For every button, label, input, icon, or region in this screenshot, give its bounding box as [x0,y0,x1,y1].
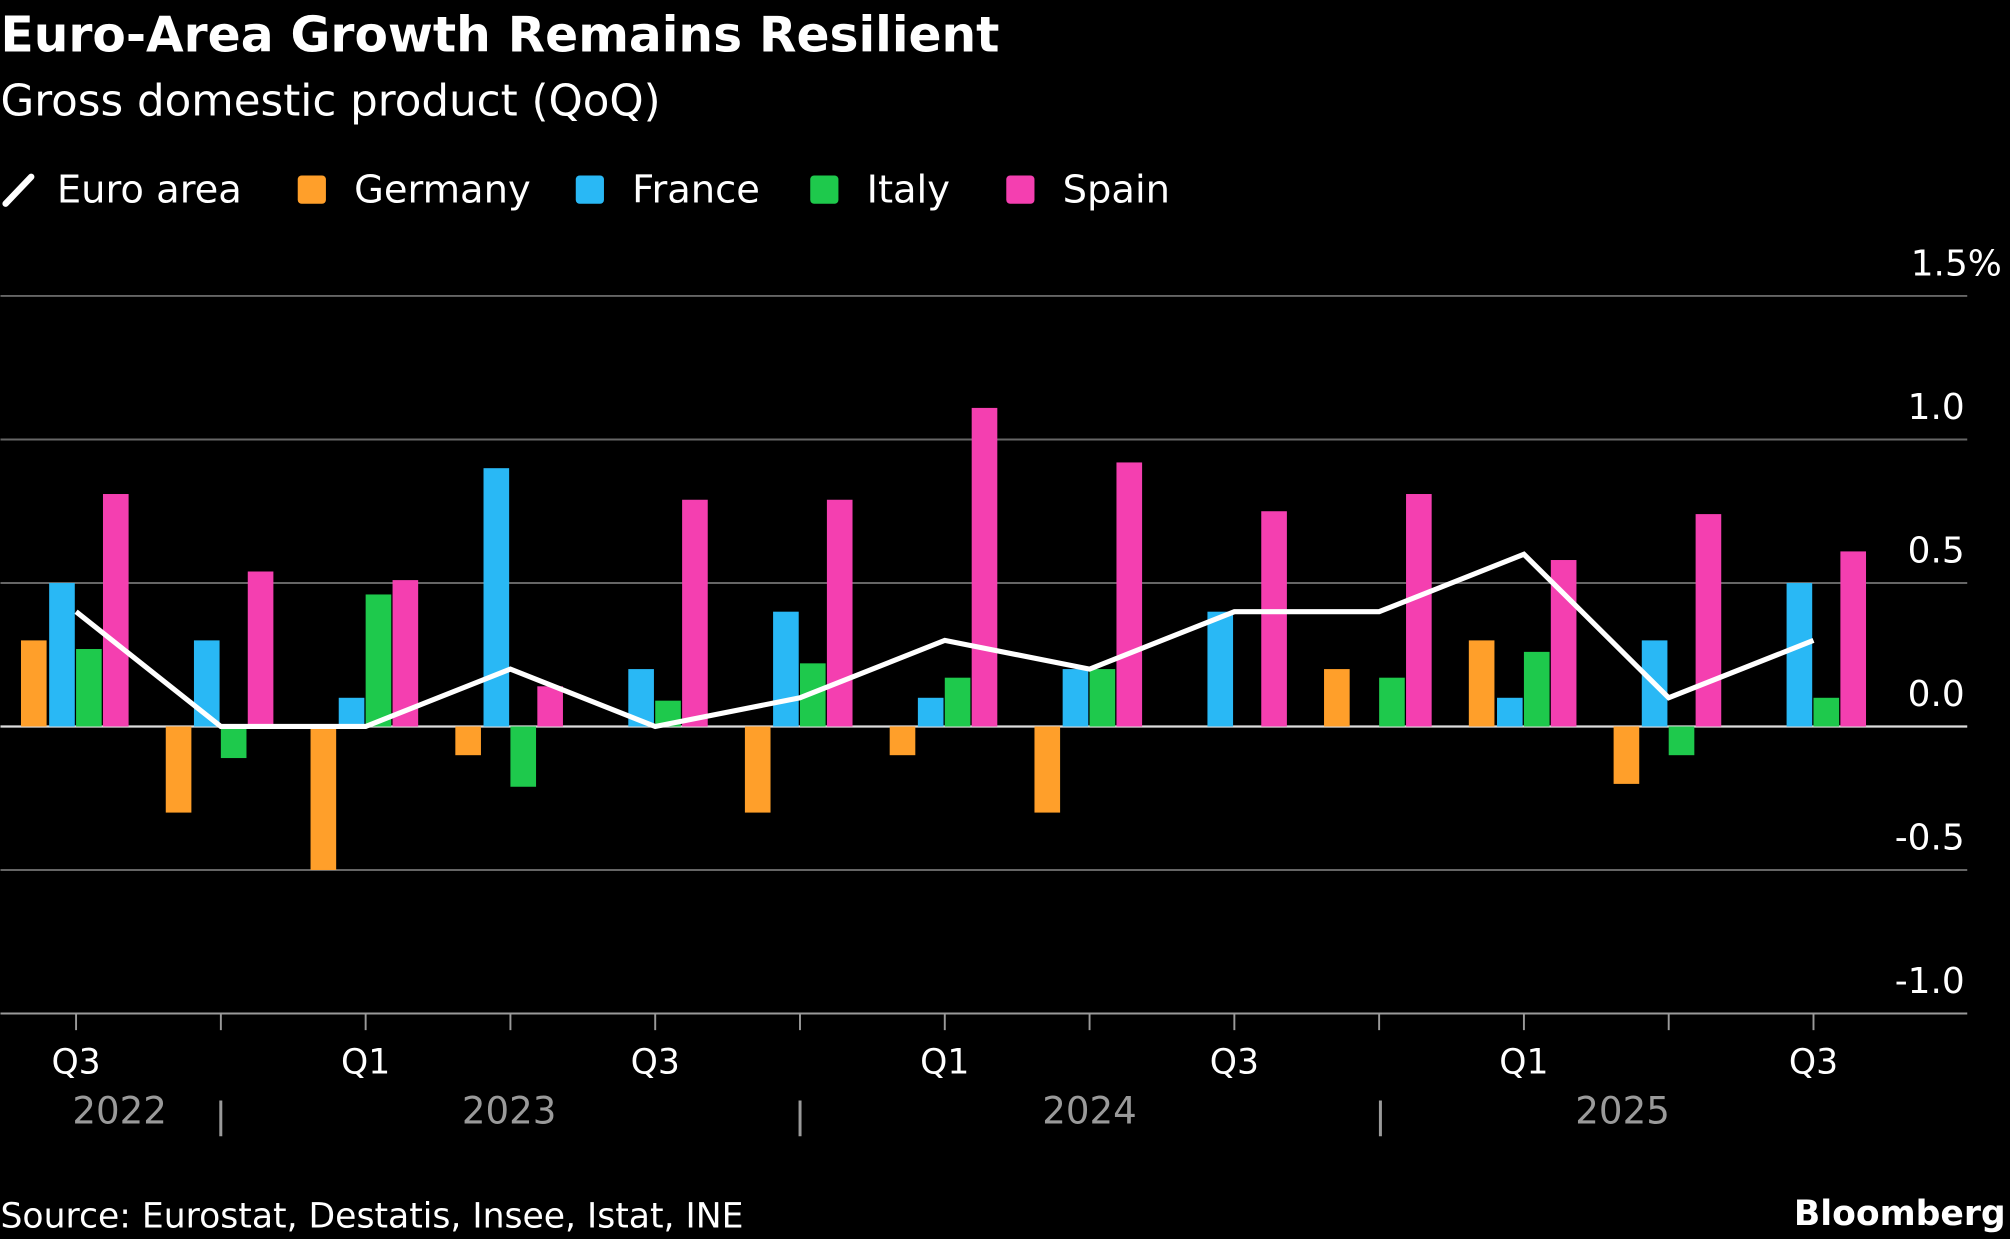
bar [455,726,481,756]
bar [944,677,971,727]
chart-title: Euro-Area Growth Remains Resilient [0,7,999,63]
bar [1613,726,1640,784]
y-tick-label: 1.5% [1911,243,2002,284]
bar [1089,669,1116,727]
y-tick-label: 0.0 [1908,674,1965,715]
bar [1062,669,1089,727]
bar [1468,640,1495,727]
legend-swatch [575,175,604,204]
bar [102,494,129,727]
bar [917,697,944,727]
legend-label: Germany [354,167,531,212]
bar [1840,551,1867,727]
year-label: 2022 [72,1090,167,1133]
y-tick-label: 1.0 [1908,387,1965,428]
bar [165,726,192,813]
bar [1406,494,1432,727]
bar [76,648,102,727]
x-tick-label: Q3 [51,1043,100,1083]
y-tick-label: -1.0 [1895,961,1965,1002]
bar [49,582,75,727]
x-tick-label: Q3 [1210,1043,1259,1083]
bar [1116,462,1143,727]
year-label: 2025 [1575,1090,1670,1133]
x-tick-label: Q3 [631,1043,680,1083]
bar [365,594,392,727]
year-separator: | [794,1096,806,1137]
bar [510,726,537,787]
bar [310,726,337,870]
bar [682,499,708,727]
bar [392,580,419,727]
bar [1261,511,1287,727]
legend-label: Spain [1063,167,1170,212]
bar [1695,514,1722,727]
bar [483,468,510,727]
legend-swatch [1006,175,1035,204]
bar [1497,697,1523,727]
bar [1207,611,1234,727]
bar [537,686,563,727]
legend: Euro area Germany France Italy Spain [2,167,1170,212]
source-note: Source: Eurostat, Destatis, Insee, Istat… [0,1196,743,1236]
bar [971,407,998,727]
legend-swatch [297,175,326,204]
bar [744,726,771,813]
bar [1523,651,1550,727]
legend-label: Italy [867,167,950,212]
bar [1813,697,1840,727]
bar [773,611,799,727]
year-label: 2023 [462,1090,557,1133]
legend-label: Euro area [57,167,242,212]
bar [889,726,916,756]
bar [826,499,853,727]
year-separator: | [1374,1096,1386,1137]
legend-swatch [2,173,35,207]
bar [338,697,365,727]
legend-swatch [810,175,839,204]
year-label: 2024 [1042,1090,1137,1133]
line [74,551,1815,730]
x-tick-label: Q3 [1789,1043,1838,1083]
x-tick-label: Q1 [1499,1043,1548,1083]
chart-subtitle: Gross domestic product (QoQ) [0,76,660,126]
y-tick-label: -0.5 [1895,817,1965,858]
bar [1034,726,1061,813]
year-separator: | [215,1096,227,1137]
bar [220,726,247,759]
bar [1786,582,1813,727]
bar [20,640,47,727]
bar [247,571,274,727]
x-tick-label: Q1 [920,1043,969,1083]
legend-label: France [632,167,760,212]
y-tick-label: 0.5 [1908,530,1965,571]
bar [1324,669,1350,727]
x-tick-label: Q1 [341,1043,390,1083]
bar [1379,677,1405,727]
brand: Bloomberg [1794,1194,2006,1234]
bar [1668,726,1695,756]
